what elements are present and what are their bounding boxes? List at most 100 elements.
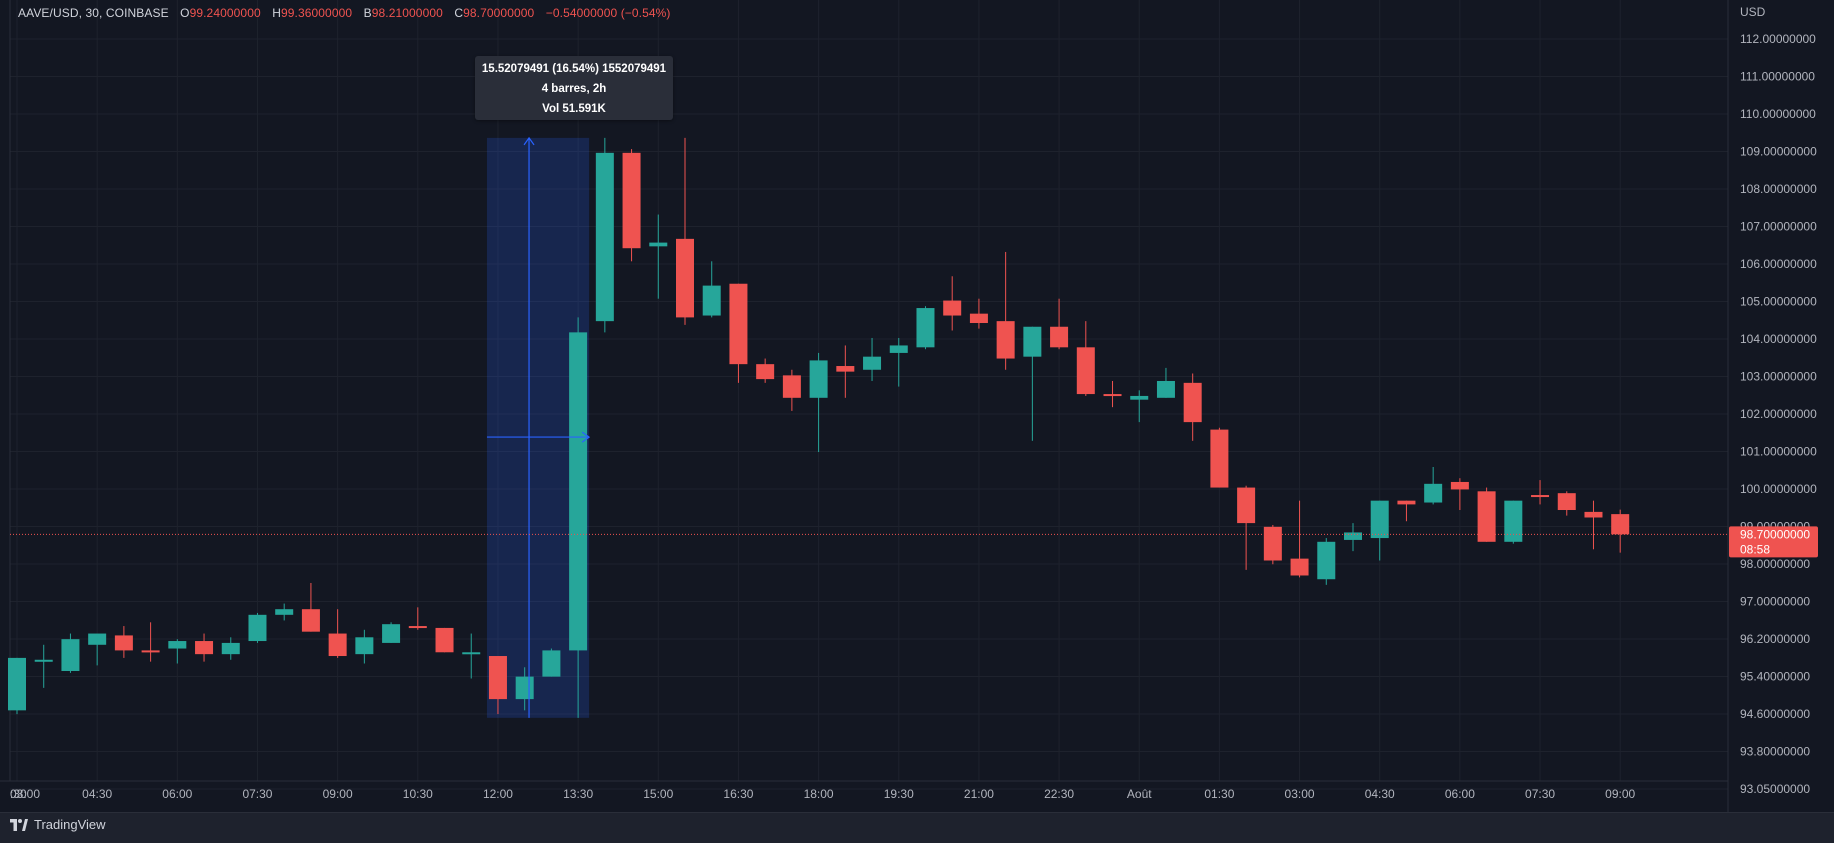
candle-up [595,152,614,322]
time-tick-label: 09:00 [1605,787,1635,801]
time-tick-label: 03:00 [1285,787,1315,801]
candle-up [809,360,828,398]
candle-down [1477,491,1496,542]
price-tick-label: 95.40000000 [1740,670,1810,684]
candle-down [1237,487,1256,524]
price-tick-label: 93.05000000 [1740,782,1810,796]
candle-up [515,676,534,700]
candle-up [382,624,401,643]
candle-down [301,609,320,632]
candle-up [569,332,588,651]
candle-down [622,152,641,249]
candle-up [355,637,374,655]
candle-down [676,238,694,318]
measure-tooltip: 15.52079491 (16.54%) 1552079491 4 barres… [475,56,673,120]
brand-name: TradingView [34,817,106,832]
candle-down [1584,511,1603,518]
candle-down [488,656,507,700]
price-tick-label: 109.00000000 [1740,145,1817,159]
price-tick-label: 108.00000000 [1740,182,1817,196]
price-tick-label: 103.00000000 [1740,370,1817,384]
time-tick-label: 06:00 [1445,787,1475,801]
time-tick-label: 03:00 [10,787,40,801]
candle-down [1450,481,1469,490]
price-tick-label: 104.00000000 [1740,332,1817,346]
time-tick-label: 21:00 [964,787,994,801]
candle-up [1023,326,1042,357]
measure-bars: 4 barres, 2h [541,83,607,95]
footer-bar [0,812,1834,843]
candle-up [889,345,908,353]
candle-down [195,641,214,655]
candle-down [969,313,988,324]
candle-down [836,366,855,372]
symbol-name[interactable]: AAVE/USD, 30, COINBASE [18,6,169,20]
time-tick-label: 10:30 [403,787,433,801]
time-tick-label: Août [1127,787,1152,801]
price-tick-label: 112.00000000 [1740,32,1816,46]
price-tick-label: 98.00000000 [1740,557,1810,571]
tradingview-logo[interactable]: TradingView [10,817,106,832]
time-tick-label: :30 [10,787,27,801]
time-tick-label: 09:00 [323,787,353,801]
candle-down [1183,382,1202,423]
time-tick-label: 19:30 [884,787,914,801]
candle-up [916,308,935,348]
price-tick-label: 93.80000000 [1740,745,1810,759]
price-tick-label: 111.00000000 [1740,70,1815,84]
price-tick-label: 100.00000000 [1740,482,1817,496]
time-tick-label: 13:30 [563,787,593,801]
candle-down [328,633,347,657]
time-tick-label: 07:30 [242,787,272,801]
time-tick-label: 18:00 [804,787,834,801]
candle-down [1397,500,1416,505]
candle-down [1557,493,1576,511]
candle-down [1290,558,1309,576]
candle-down [1103,394,1122,397]
candle-up [1156,380,1175,398]
candle-up [1424,483,1443,503]
measure-arrow-head-up [523,136,535,146]
low-value: 98.21000000 [371,6,443,20]
candle-down [1050,326,1069,348]
tradingview-logo-icon [10,818,28,831]
change-value: −0.54000000 (−0.54%) [545,6,671,20]
price-tick-label: 94.60000000 [1740,707,1810,721]
candle-down [943,300,962,316]
time-tick-label: 16:30 [723,787,753,801]
candle-down [1531,495,1550,498]
candle-up [1504,500,1523,542]
open-label: O [180,6,190,20]
candle-down [1263,526,1282,561]
price-tick-label: 105.00000000 [1740,295,1817,309]
candle-down [1611,514,1630,535]
candle-up [168,641,187,649]
measure-change: 15.52079491 (16.54%) 1552079491 [481,63,667,75]
candle-up [221,642,240,655]
candle-up [248,614,267,642]
close-label: C [454,6,464,20]
candle-down [782,375,801,398]
open-value: 99.24000000 [189,6,261,20]
candle-down [756,364,775,380]
candle-up [1317,541,1336,580]
time-tick-label: 04:30 [82,787,112,801]
candle-down [408,626,427,629]
candle-up [1130,395,1149,400]
current-price-label: 98.70000000 [1740,527,1810,541]
high-value: 99.36000000 [280,6,353,20]
candle-down [729,283,748,365]
candle-up [702,285,721,316]
current-price-marker [1729,526,1818,558]
candle-down [114,635,133,651]
high-label: H [272,6,281,20]
time-tick-label: 01:30 [1204,787,1234,801]
price-tick-label: 101.00000000 [1740,445,1817,459]
low-label: B [363,6,372,20]
time-tick-label: 06:00 [162,787,192,801]
candle-down [435,627,454,653]
time-tick-label: 12:00 [483,787,513,801]
time-tick-label: 22:30 [1044,787,1074,801]
